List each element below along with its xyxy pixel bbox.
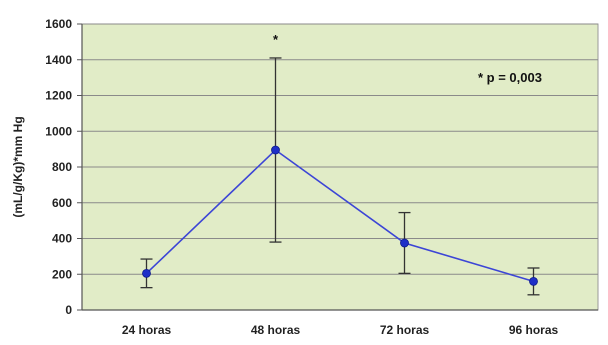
gridlines [77, 23, 598, 311]
x-tick-labels: 24 horas 48 horas 72 horas 96 horas [122, 323, 559, 337]
y-tick-label: 800 [52, 160, 72, 174]
y-tick-label: 600 [52, 196, 72, 210]
y-axis-label: (mL/g/Kg)*mm Hg [11, 116, 25, 217]
data-point [529, 276, 538, 286]
y-tick-labels: 0 200 400 600 800 1000 1200 1400 1600 [45, 17, 72, 317]
data-point [142, 268, 151, 278]
y-tick-label: 0 [65, 303, 72, 317]
y-tick-label: 1400 [45, 53, 72, 67]
data-point [271, 145, 280, 155]
p-value-annotation: * p = 0,003 [478, 70, 542, 85]
x-tick-label: 48 horas [251, 323, 301, 337]
data-point [400, 238, 409, 248]
y-tick-label: 1000 [45, 124, 72, 138]
y-tick-label: 1600 [45, 17, 72, 31]
y-tick-label: 400 [52, 232, 72, 246]
series-line [145, 148, 534, 283]
y-tick-label: 200 [52, 267, 72, 281]
data-points [142, 145, 538, 286]
significance-star: * [273, 32, 279, 47]
y-tick-label: 1200 [45, 89, 72, 103]
x-tick-label: 72 horas [380, 323, 430, 337]
x-tick-label: 24 horas [122, 323, 172, 337]
x-tick-label: 96 horas [509, 323, 559, 337]
